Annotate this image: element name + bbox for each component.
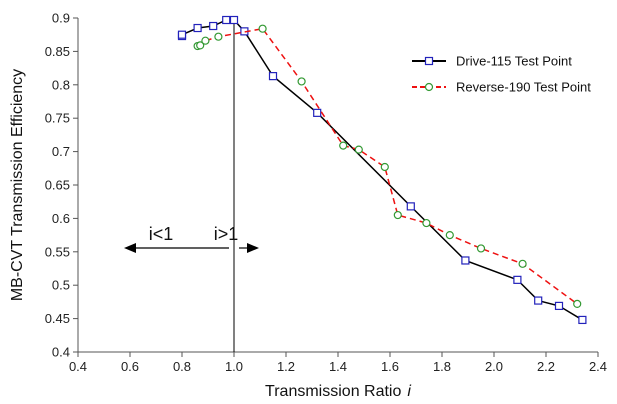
x-axis-title-text: Transmission Ratio (265, 383, 401, 400)
data-point (476, 244, 486, 253)
x-tick-label: 2.0 (485, 359, 503, 374)
data-point (193, 23, 202, 33)
y-tick-label: 0.7 (52, 144, 70, 159)
y-tick-label: 0.55 (45, 244, 70, 259)
data-point (554, 301, 564, 311)
data-point (578, 315, 587, 325)
data-point (339, 141, 348, 150)
data-point (393, 210, 402, 220)
y-tick-label: 0.85 (45, 44, 70, 59)
left-region-label: i<1 (149, 224, 174, 244)
y-tick-label: 0.5 (52, 278, 70, 293)
series (177, 15, 587, 325)
left-arrow-head (124, 243, 136, 253)
data-point (201, 36, 210, 45)
series-1 (177, 15, 587, 325)
right-arrow-head (247, 243, 259, 253)
x-tick-label: 1.8 (433, 359, 451, 374)
x-tick-label: 0.6 (121, 359, 139, 374)
data-point (297, 77, 306, 86)
legend-marker (424, 82, 434, 92)
x-axis-title: Transmission Ratio i (265, 383, 411, 400)
x-tick-label: 2.4 (589, 359, 607, 374)
x-tick-label: 2.2 (537, 359, 555, 374)
y-tick-label: 0.9 (52, 11, 70, 26)
data-point (518, 259, 527, 268)
y-tick-label: 0.4 (52, 345, 70, 360)
data-point (422, 218, 431, 228)
legend-label: Drive-115 Test Point (456, 54, 572, 69)
legend: Drive-115 Test Point Reverse-190 Test Poi… (412, 54, 591, 95)
y-axis-title: MB-CVT Transmission Efficiency (9, 69, 26, 301)
data-point (177, 30, 187, 39)
y-tick-label: 0.75 (45, 111, 70, 126)
data-point (258, 24, 267, 33)
right-region-label: i>1 (214, 224, 239, 244)
x-tick-label: 0.4 (69, 359, 87, 374)
x-tick-label: 0.8 (173, 359, 191, 374)
data-point (534, 296, 543, 305)
data-point (461, 256, 470, 265)
data-point (445, 231, 454, 240)
data-point (222, 15, 231, 25)
data-point (196, 41, 205, 50)
series-2 (193, 24, 582, 309)
y-tick-label: 0.8 (52, 77, 70, 92)
data-point (406, 202, 415, 211)
data-point (573, 299, 582, 309)
y-tick-label: 0.6 (52, 211, 70, 226)
x-tick-label: 1.0 (225, 359, 243, 374)
data-point (229, 15, 239, 25)
x-tick-label: 1.2 (277, 359, 295, 374)
data-point (354, 145, 363, 154)
data-point (268, 72, 278, 81)
x-axis-title-variable: i (407, 383, 411, 400)
data-point (209, 21, 218, 31)
legend-label: Reverse-190 Test Point (456, 80, 591, 95)
data-point (214, 32, 223, 41)
annotations: i<1 i>1 (124, 18, 259, 352)
x-tick-label: 1.6 (381, 359, 399, 374)
data-point (313, 108, 322, 117)
y-tick-label: 0.45 (45, 311, 70, 326)
series-line (197, 27, 578, 305)
legend-item: Drive-115 Test Point (412, 54, 572, 69)
legend-item: Reverse-190 Test Point (412, 80, 591, 95)
y-tick-label: 0.65 (45, 178, 70, 193)
legend-marker (424, 56, 434, 66)
x-tick-label: 1.4 (329, 359, 347, 374)
axes: 0.4 0.6 0.8 1.0 1.2 1.4 1.6 1.8 2.0 2.2 2.4 0.4 0.45… (45, 11, 607, 375)
data-point (513, 275, 522, 284)
axis-titles: Transmission Ratio i MB-CVT Transmission … (9, 69, 411, 400)
data-point (380, 162, 389, 172)
